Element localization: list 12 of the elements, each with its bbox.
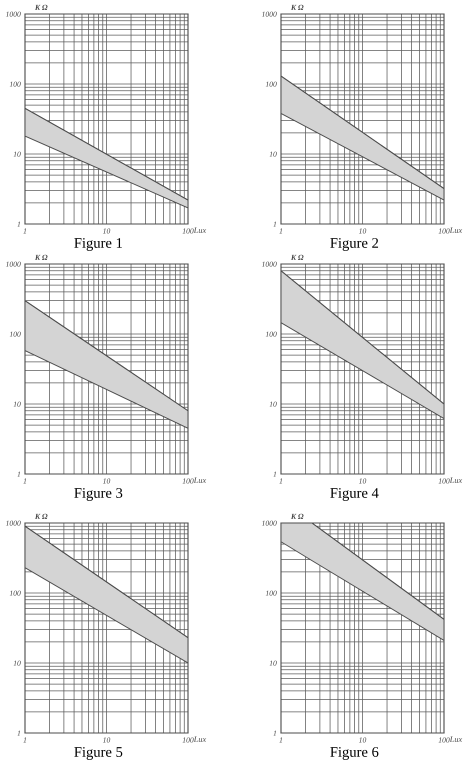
x-axis-title: Lux: [450, 736, 462, 742]
x-axis-title: Lux: [450, 477, 462, 484]
text: Figure 6: [330, 747, 378, 760]
text: Figure 1: [74, 238, 122, 251]
x-axis-title: Lux: [194, 736, 206, 742]
text: Figure 5: [74, 747, 122, 760]
x-axis-title: Lux: [194, 477, 206, 484]
text: Figure 4: [330, 488, 379, 501]
text: Figure 2: [330, 238, 378, 251]
x-axis-title: Lux: [450, 227, 462, 234]
text: Figure 3: [74, 488, 122, 501]
x-axis-title: Lux: [194, 227, 206, 234]
